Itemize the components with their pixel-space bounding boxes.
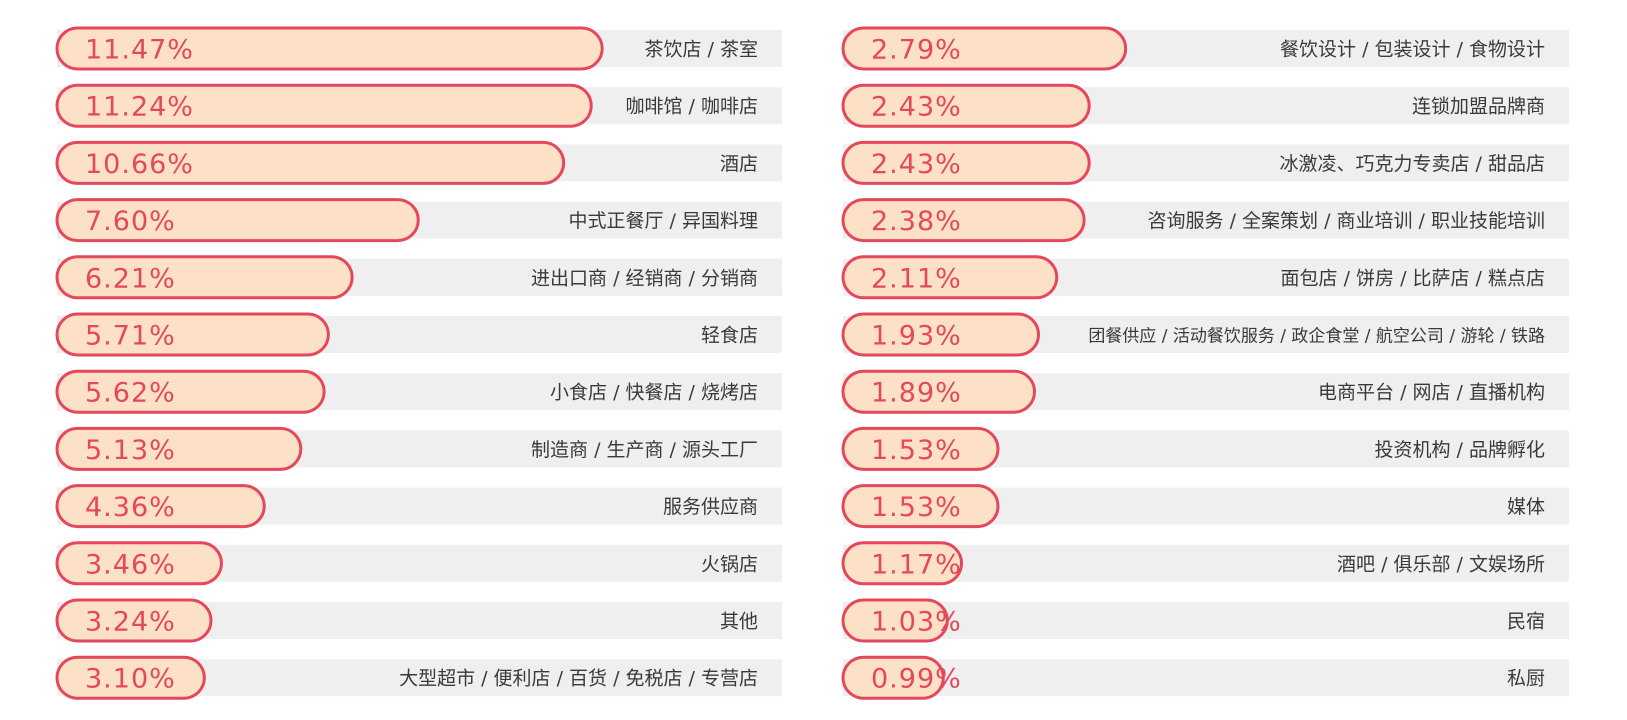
category-label: 服务供应商 [663, 496, 758, 518]
value-label: 0.99% [871, 664, 962, 695]
value-label: 10.66% [85, 149, 194, 180]
category-label: 咨询服务 / 全案策划 / 商业培训 / 职业技能培训 [1148, 210, 1545, 232]
category-label: 投资机构 / 品牌孵化 [1375, 439, 1545, 461]
category-label: 私厨 [1507, 668, 1545, 690]
chart-panel-2: 2.79% 餐饮设计 / 包装设计 / 食物设计 2.43% 连锁加盟品牌商 2.43%… [841, 26, 1569, 700]
value-label: 1.53% [871, 435, 962, 466]
bar [55, 83, 593, 128]
value-label: 5.71% [85, 321, 176, 352]
value-label: 3.10% [85, 664, 176, 695]
category-label: 餐饮设计 / 包装设计 / 食物设计 [1280, 39, 1545, 61]
bar [55, 255, 354, 300]
category-label: 团餐供应 / 活动餐饮服务 / 政企食堂 / 航空公司 / 游轮 / 铁路 [1088, 327, 1545, 347]
category-label: 小食店 / 快餐店 / 烧烤店 [550, 382, 758, 404]
bar [841, 655, 945, 700]
bar [55, 598, 213, 643]
category-label: 大型超市 / 便利店 / 百货 / 免税店 / 专营店 [399, 668, 758, 690]
chart-panel-1: 11.47% 茶饮店 / 茶室 11.24% 咖啡馆 / 咖啡店 10.66% 酒店 7.6… [55, 26, 782, 700]
value-label: 5.13% [85, 435, 176, 466]
category-label: 媒体 [1507, 496, 1545, 518]
value-label: 2.43% [871, 92, 962, 123]
category-label: 酒店 [720, 153, 758, 175]
value-label: 1.03% [871, 607, 962, 638]
value-label: 5.62% [85, 378, 176, 409]
bar [841, 484, 1000, 529]
category-label: 连锁加盟品牌商 [1412, 96, 1545, 118]
value-label: 7.60% [85, 206, 176, 237]
category-label: 面包店 / 饼房 / 比萨店 / 糕点店 [1281, 267, 1545, 289]
bar [841, 598, 949, 643]
category-label: 中式正餐厅 / 异国料理 [569, 210, 758, 232]
bar [55, 312, 330, 357]
category-label: 制造商 / 生产商 / 源头工厂 [531, 439, 758, 461]
value-label: 11.24% [85, 92, 194, 123]
bar [841, 198, 1086, 243]
bar-track [843, 544, 1569, 582]
category-label: 轻食店 [701, 325, 758, 347]
category-label: 民宿 [1507, 611, 1545, 633]
value-label: 2.38% [871, 206, 962, 237]
value-label: 1.17% [871, 549, 962, 580]
bar [841, 312, 1041, 357]
category-label: 茶饮店 / 茶室 [645, 39, 758, 61]
bar [55, 541, 223, 586]
bar-track [843, 602, 1569, 639]
bar [55, 26, 604, 71]
value-label: 2.11% [871, 263, 962, 294]
bar [841, 255, 1059, 300]
bar [55, 655, 206, 700]
bar [55, 198, 420, 243]
bar [841, 541, 964, 586]
value-label: 1.93% [871, 321, 962, 352]
bar [55, 140, 566, 185]
bar [841, 26, 1128, 71]
category-label: 酒吧 / 俱乐部 / 文娱场所 [1337, 553, 1545, 575]
bar [55, 484, 266, 529]
category-label: 进出口商 / 经销商 / 分销商 [531, 267, 758, 289]
value-label: 2.43% [871, 149, 962, 180]
category-label: 火锅店 [701, 553, 758, 575]
value-label: 4.36% [85, 492, 176, 523]
bar [841, 140, 1091, 185]
value-label: 3.46% [85, 549, 176, 580]
bar [841, 426, 1000, 471]
value-label: 1.53% [871, 492, 962, 523]
bar [55, 426, 303, 471]
bar [841, 369, 1036, 414]
bar [841, 83, 1091, 128]
value-label: 11.47% [85, 35, 194, 66]
category-label: 其他 [720, 611, 758, 633]
value-label: 3.24% [85, 607, 176, 638]
bar [55, 369, 326, 414]
bar-track [843, 659, 1569, 697]
category-label: 电商平台 / 网店 / 直播机构 [1318, 382, 1545, 404]
value-label: 2.79% [871, 35, 962, 66]
value-label: 1.89% [871, 378, 962, 409]
value-label: 6.21% [85, 263, 176, 294]
category-label: 咖啡馆 / 咖啡店 [626, 96, 758, 118]
category-label: 冰激凌、巧克力专卖店 / 甜品店 [1280, 153, 1545, 175]
